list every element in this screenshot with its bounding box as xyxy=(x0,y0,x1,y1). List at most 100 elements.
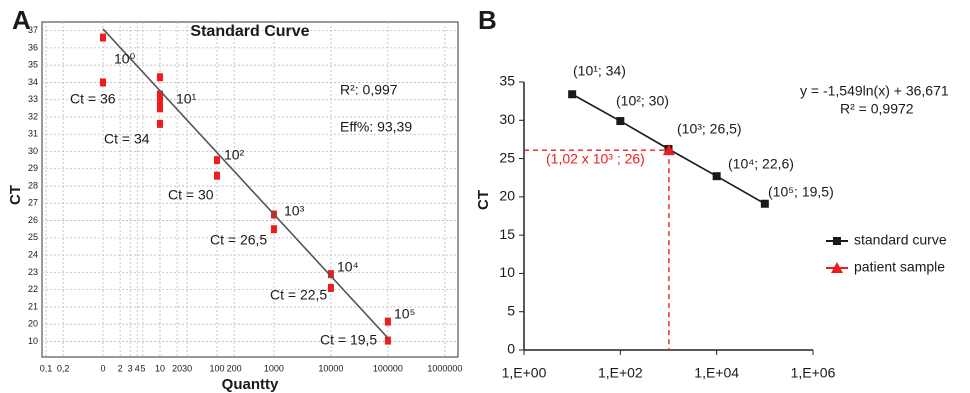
chart-title: Standard Curve xyxy=(190,23,309,40)
y-tick-label: 37 xyxy=(28,25,38,35)
y-tick-label: 30 xyxy=(28,146,38,156)
point xyxy=(156,104,163,113)
y-tick-label: 34 xyxy=(28,77,38,87)
y-tick-label: 22 xyxy=(28,284,38,294)
annotation: Ct = 34 xyxy=(104,131,150,147)
x-tick-label: 1,E+00 xyxy=(502,365,547,381)
legend-marker xyxy=(833,237,841,245)
legend-marker xyxy=(831,262,843,273)
y-tick-label: 25 xyxy=(28,232,38,242)
y-tick-label: 35 xyxy=(28,60,38,70)
point xyxy=(213,156,220,165)
y-tick-label: 35 xyxy=(499,73,515,89)
legend-label: patient sample xyxy=(854,259,945,275)
annotation: (10⁵; 19,5) xyxy=(768,184,834,200)
y-tick-label: 23 xyxy=(28,267,38,277)
panel-label: A xyxy=(12,5,31,35)
y-tick-label: 10 xyxy=(28,336,38,346)
annotation: 10³ xyxy=(284,203,305,219)
annotation: (1,02 x 10³ ; 26) xyxy=(546,151,645,167)
y-tick-label: 15 xyxy=(499,226,515,242)
x-tick-label: 1,E+06 xyxy=(791,365,836,381)
annotation: 10⁰ xyxy=(114,51,136,67)
annotation: y = -1,549ln(x) + 36,671 xyxy=(800,83,949,99)
point xyxy=(760,199,769,208)
annotation: (10²; 30) xyxy=(616,93,669,109)
point xyxy=(384,336,391,345)
annotation: Ct = 36 xyxy=(70,91,116,107)
y-tick-label: 20 xyxy=(28,319,38,329)
x-tick-label: 100000 xyxy=(373,363,403,373)
x-tick-label: 0,1 xyxy=(40,363,53,373)
y-tick-label: 21 xyxy=(28,301,38,311)
y-tick-label: 24 xyxy=(28,249,38,259)
x-tick-label: 2 xyxy=(118,363,123,373)
annotation: R²: 0,997 xyxy=(340,82,398,98)
annotation: R² = 0,9972 xyxy=(840,101,914,117)
y-tick-label: 29 xyxy=(28,163,38,173)
point xyxy=(156,119,163,128)
point xyxy=(156,90,163,99)
y-tick-label: 27 xyxy=(28,198,38,208)
annotation: Ct = 26,5 xyxy=(210,232,267,248)
trend-line xyxy=(102,28,389,339)
point xyxy=(568,90,577,99)
annotation: (10¹; 34) xyxy=(573,63,626,79)
x-tick-label: 5 xyxy=(140,363,145,373)
x-tick-label: 3 xyxy=(128,363,133,373)
point xyxy=(327,270,334,279)
x-tick-label: 200 xyxy=(227,363,242,373)
x-tick-label: 4 xyxy=(135,363,140,373)
x-tick-label: 10000 xyxy=(318,363,343,373)
x-tick-label: 1000000 xyxy=(427,363,462,373)
point xyxy=(327,283,334,292)
point xyxy=(270,225,277,234)
x-tick-label: 1,E+02 xyxy=(598,365,643,381)
annotation: Ct = 19,5 xyxy=(320,332,377,348)
x-tick-label: 100 xyxy=(209,363,224,373)
y-axis-label: CT xyxy=(475,190,492,210)
y-tick-label: 5 xyxy=(507,302,515,318)
annotation: (10³; 26,5) xyxy=(677,121,742,137)
y-tick-label: 31 xyxy=(28,129,38,139)
y-tick-label: 0 xyxy=(507,341,515,357)
point xyxy=(156,97,163,106)
point xyxy=(99,33,106,42)
point xyxy=(712,172,721,181)
x-tick-label: 0 xyxy=(100,363,105,373)
y-tick-label: 36 xyxy=(28,42,38,52)
annotation: 10² xyxy=(224,147,245,163)
y-tick-label: 33 xyxy=(28,94,38,104)
x-axis-label: Quantty xyxy=(222,376,279,393)
point xyxy=(384,317,391,326)
annotation: (10⁴; 22,6) xyxy=(728,156,794,172)
x-tick-label: 0,2 xyxy=(57,363,70,373)
annotation: Ct = 22,5 xyxy=(270,287,327,303)
y-tick-label: 26 xyxy=(28,215,38,225)
y-tick-label: 10 xyxy=(499,264,515,280)
x-tick-label: 10 xyxy=(155,363,165,373)
panel-label: B xyxy=(478,5,497,35)
y-tick-label: 20 xyxy=(499,188,515,204)
x-tick-label: 1000 xyxy=(264,363,284,373)
point xyxy=(213,171,220,180)
plot-frame xyxy=(41,21,459,358)
y-tick-label: 28 xyxy=(28,180,38,190)
y-tick-label: 30 xyxy=(499,111,515,127)
point xyxy=(156,73,163,82)
legend-label: standard curve xyxy=(854,232,947,248)
x-tick-label: 20 xyxy=(172,363,182,373)
point xyxy=(99,78,106,87)
annotation: Ct = 30 xyxy=(168,187,214,203)
point xyxy=(616,117,625,126)
annotation: Eff%: 93,39 xyxy=(340,119,412,135)
y-axis-label: CT xyxy=(7,185,24,205)
point xyxy=(662,144,675,156)
y-tick-label: 32 xyxy=(28,111,38,121)
y-tick-label: 25 xyxy=(499,149,515,165)
annotation: 10⁴ xyxy=(337,259,359,275)
annotation: 10¹ xyxy=(176,91,197,107)
annotation: 10⁵ xyxy=(394,306,415,322)
x-tick-label: 1,E+04 xyxy=(694,365,739,381)
